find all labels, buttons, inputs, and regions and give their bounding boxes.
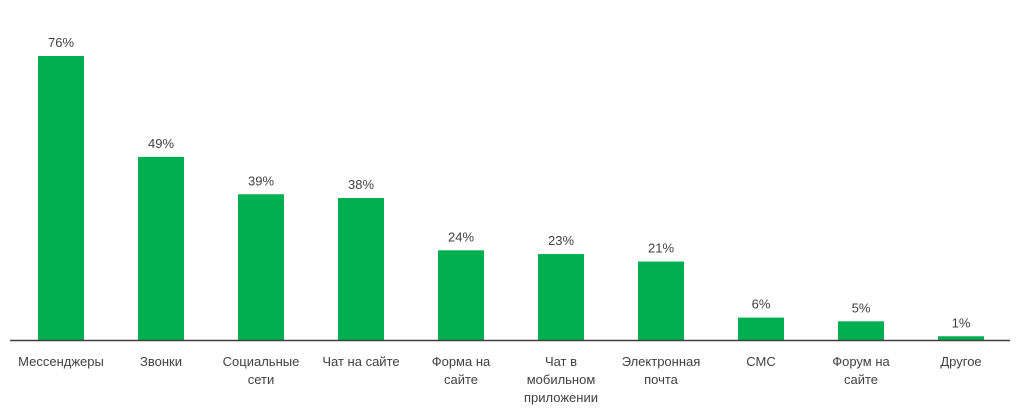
data-label-9: 5%: [852, 300, 871, 315]
category-label-line: почта: [644, 372, 679, 387]
bar-7: [638, 261, 684, 340]
category-label-line: Звонки: [140, 354, 182, 369]
bar-8: [738, 317, 784, 340]
category-label-line: сети: [248, 372, 275, 387]
category-label-line: Мессенджеры: [18, 354, 104, 369]
data-label-5: 24%: [448, 229, 474, 244]
data-label-3: 39%: [248, 173, 274, 188]
category-label-10: Другое: [940, 354, 981, 369]
bar-1: [38, 56, 84, 340]
bar-9: [838, 321, 884, 340]
category-label-line: приложении: [524, 390, 598, 405]
category-label-line: сайте: [844, 372, 878, 387]
bar-4: [338, 198, 384, 340]
category-label-line: сайте: [444, 372, 478, 387]
category-label-1: Мессенджеры: [18, 354, 104, 369]
data-label-6: 23%: [548, 233, 574, 248]
data-label-8: 6%: [752, 297, 771, 312]
category-label-line: Чат в: [545, 354, 577, 369]
category-label-line: Электронная: [622, 354, 701, 369]
category-label-7: Электронная почта: [622, 354, 701, 387]
category-label-5: Форма на сайте: [432, 354, 491, 387]
category-label-line: Чат на сайте: [322, 354, 399, 369]
category-label-line: Социальные: [223, 354, 300, 369]
bar-6: [538, 254, 584, 340]
data-label-4: 38%: [348, 177, 374, 192]
bar-2: [138, 156, 184, 340]
data-label-7: 21%: [648, 241, 674, 256]
category-label-3: Социальные сети: [223, 354, 300, 387]
category-label-line: Другое: [940, 354, 981, 369]
data-label-2: 49%: [148, 136, 174, 151]
data-label-1: 76%: [48, 35, 74, 50]
category-label-line: мобильном: [527, 372, 596, 387]
category-label-2: Звонки: [140, 354, 182, 369]
category-label-4: Чат на сайте: [322, 354, 399, 369]
bar-3: [238, 194, 284, 340]
category-label-8: СМС: [746, 354, 775, 369]
bar-10: [938, 336, 984, 340]
category-label-line: Форум на: [832, 354, 890, 369]
bar-5: [438, 250, 484, 340]
category-label-line: СМС: [746, 354, 775, 369]
category-label-9: Форум на сайте: [832, 354, 890, 387]
category-label-6: Чат в мобильном приложении: [524, 354, 598, 405]
category-label-line: Форма на: [432, 354, 491, 369]
data-label-10: 1%: [952, 315, 971, 330]
